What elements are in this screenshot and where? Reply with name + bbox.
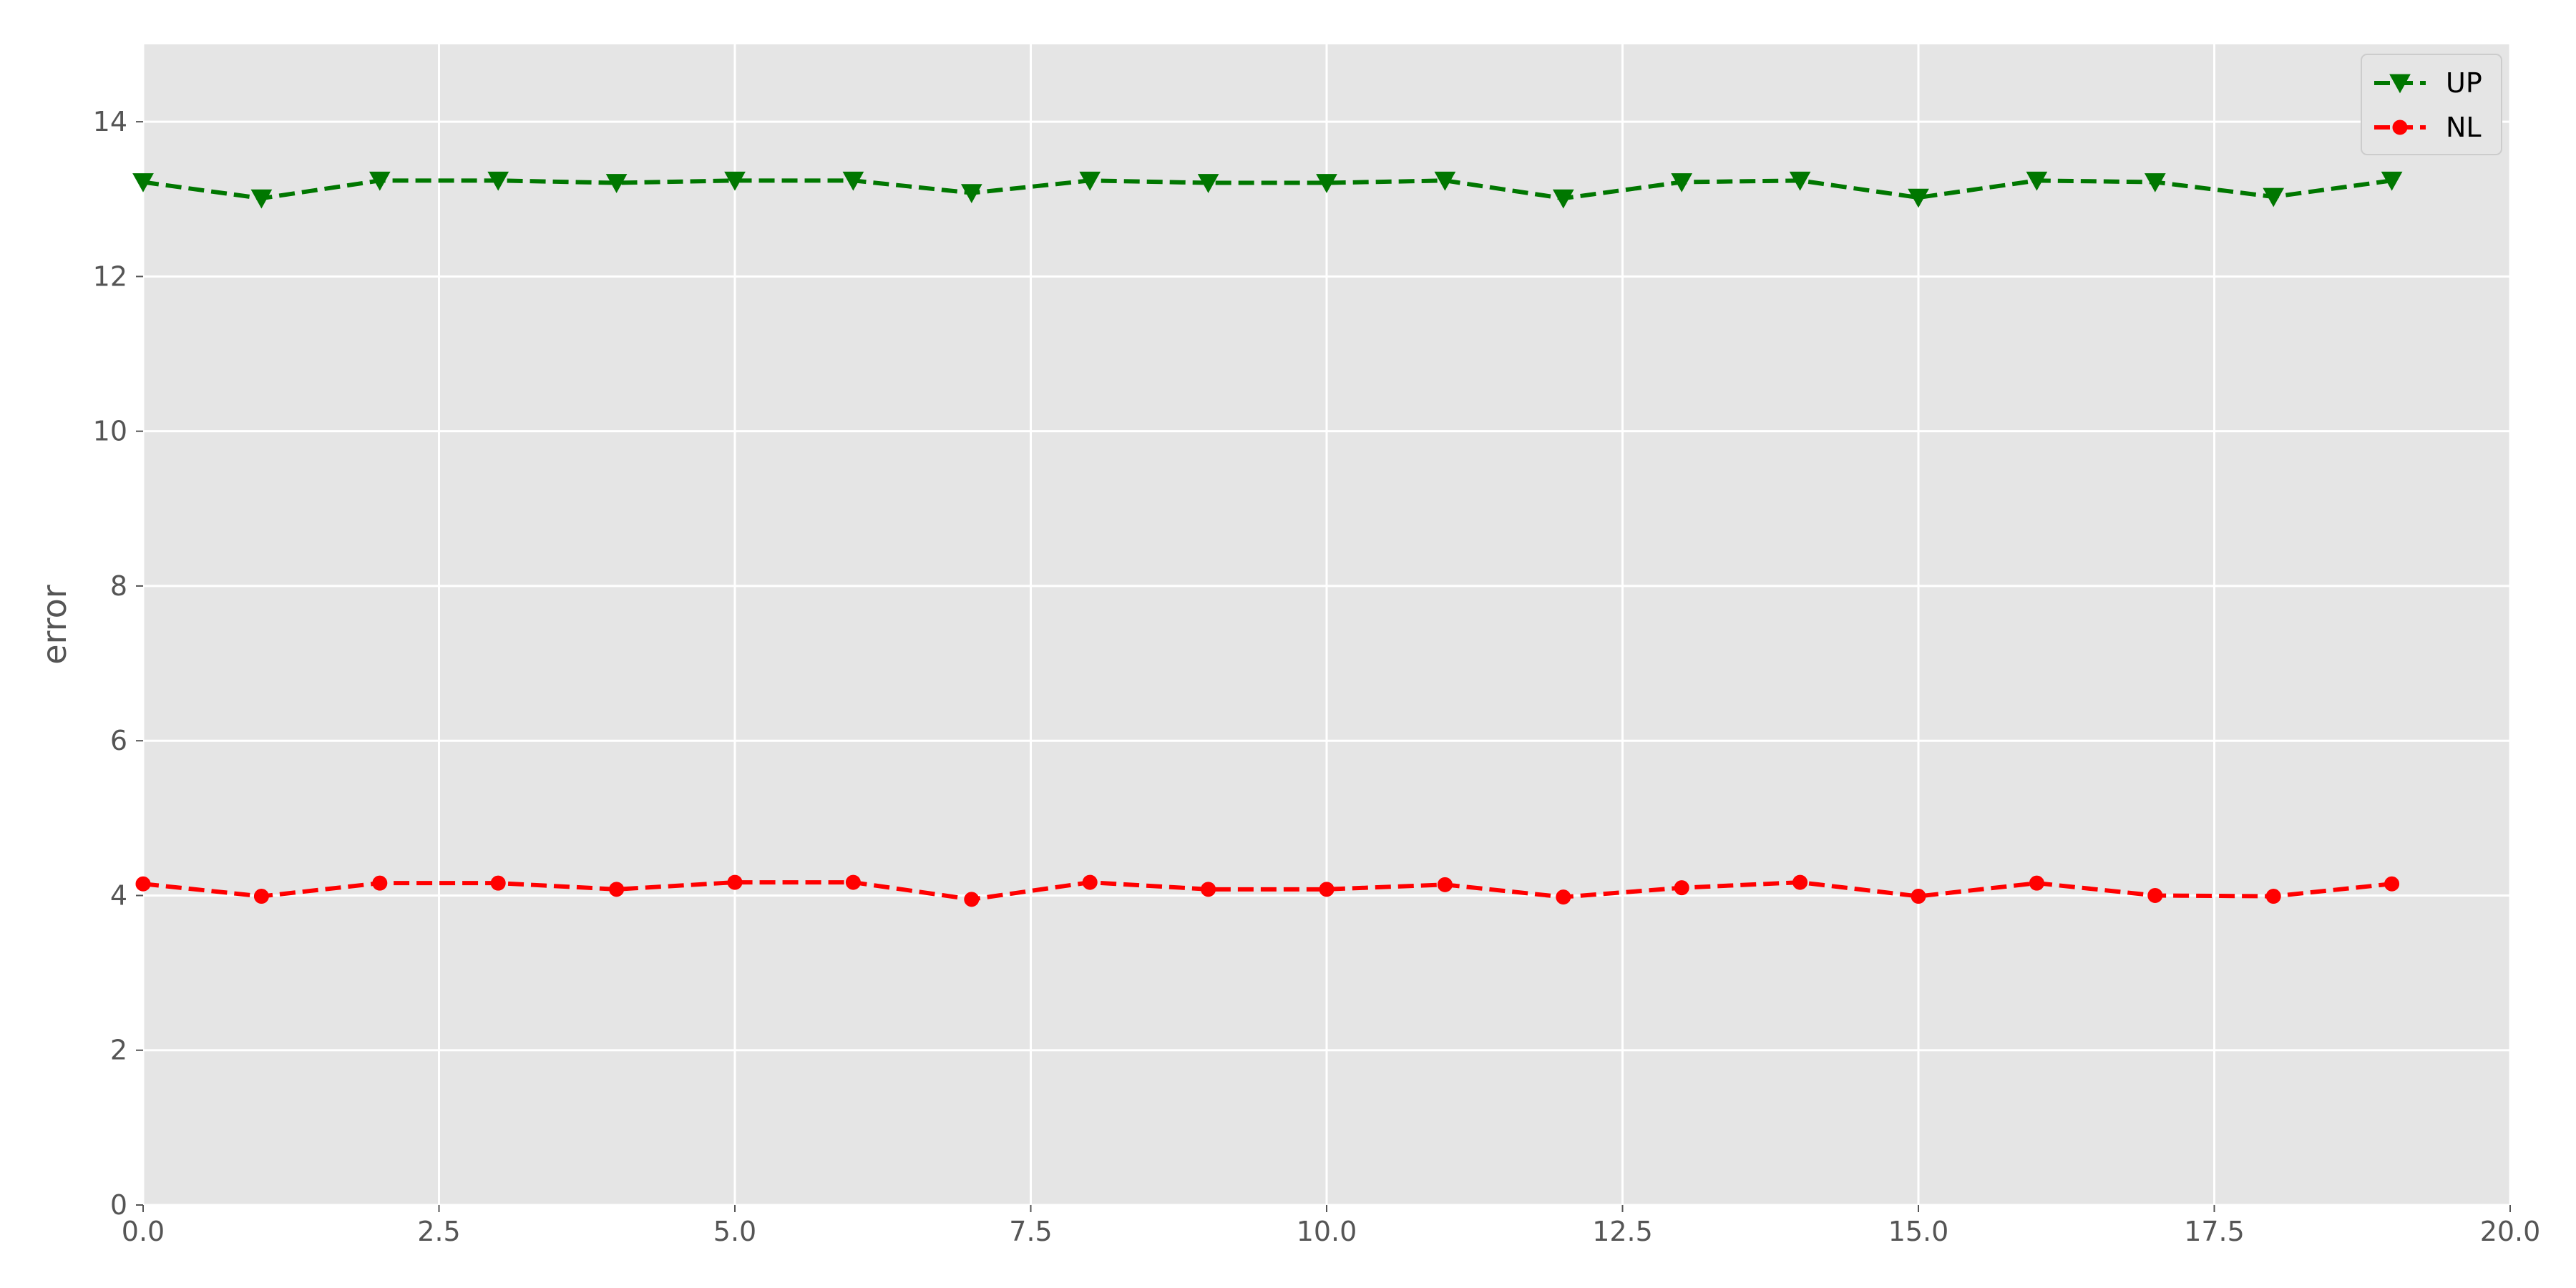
data-point-up — [2144, 173, 2166, 192]
data-point-up — [1079, 171, 1101, 191]
series-line-nl — [142, 880, 2392, 902]
data-point-up — [1316, 174, 1337, 193]
x-tick-label: 20.0 — [2480, 1216, 2541, 1247]
x-tick-label: 5.0 — [713, 1216, 756, 1247]
y-tick-label: 12 — [93, 260, 127, 292]
data-point-up — [2263, 187, 2285, 208]
data-point-nl — [1319, 882, 1335, 897]
x-tick-label: 7.5 — [1009, 1216, 1052, 1247]
data-point-up — [487, 171, 509, 191]
legend: UP NL — [2361, 54, 2502, 155]
data-point-nl — [727, 874, 743, 890]
data-point-up — [1197, 174, 1219, 193]
data-point-nl — [1911, 889, 1926, 904]
data-point-up — [2381, 171, 2403, 191]
data-point-up — [1908, 188, 1929, 208]
series-layer — [132, 171, 2403, 907]
legend-marker-up — [2389, 74, 2411, 94]
data-point-nl — [135, 876, 151, 892]
data-point-nl — [1437, 877, 1453, 892]
legend-label-nl: NL — [2446, 112, 2482, 143]
y-axis-label: error — [35, 585, 74, 664]
legend-marker-nl — [2392, 119, 2408, 135]
data-point-up — [1434, 171, 1456, 191]
data-point-up — [1552, 189, 1574, 209]
data-point-up — [132, 173, 154, 192]
data-point-nl — [1556, 889, 1571, 905]
data-point-up — [842, 171, 864, 191]
data-point-up — [605, 174, 628, 193]
y-tick-label: 14 — [93, 106, 127, 137]
data-point-up — [2026, 171, 2048, 191]
data-point-nl — [609, 882, 625, 897]
data-point-nl — [2147, 887, 2163, 903]
data-point-nl — [2265, 889, 2281, 904]
data-point-nl — [2384, 876, 2400, 892]
data-point-nl — [1674, 880, 1689, 896]
data-point-nl — [1082, 874, 1098, 890]
data-point-up — [724, 171, 746, 191]
y-tick-label: 8 — [110, 570, 127, 602]
x-tick-label: 0.0 — [122, 1216, 165, 1247]
x-tick-label: 10.0 — [1297, 1216, 1357, 1247]
data-point-nl — [845, 874, 861, 890]
data-point-up — [1671, 173, 1693, 192]
x-tick-label: 2.5 — [417, 1216, 460, 1247]
data-point-up — [1789, 171, 1811, 191]
series-line-up — [142, 178, 2393, 201]
y-tick-label: 4 — [110, 879, 127, 911]
data-point-nl — [253, 889, 269, 904]
y-tick-label: 10 — [93, 416, 127, 447]
data-point-up — [250, 189, 273, 209]
data-point-nl — [1201, 882, 1216, 897]
axis-ticks: 0.0 2.5 5.0 7.5 10.0 12.5 15.0 17.5 20.0 0 2 4 6 8 10 1… — [93, 106, 2541, 1247]
y-tick-label: 0 — [110, 1189, 127, 1221]
data-point-up — [369, 171, 391, 191]
data-point-nl — [372, 875, 388, 891]
x-tick-label: 15.0 — [1888, 1216, 1949, 1247]
x-tick-label: 12.5 — [1592, 1216, 1653, 1247]
x-tick-label: 17.5 — [2184, 1216, 2245, 1247]
y-tick-label: 2 — [110, 1035, 127, 1066]
data-point-nl — [2029, 875, 2044, 891]
y-tick-label: 6 — [110, 725, 127, 756]
legend-label-up: UP — [2446, 67, 2482, 99]
data-point-up — [960, 184, 982, 203]
data-point-nl — [964, 892, 980, 907]
data-point-nl — [490, 875, 506, 891]
data-point-nl — [1792, 874, 1808, 890]
